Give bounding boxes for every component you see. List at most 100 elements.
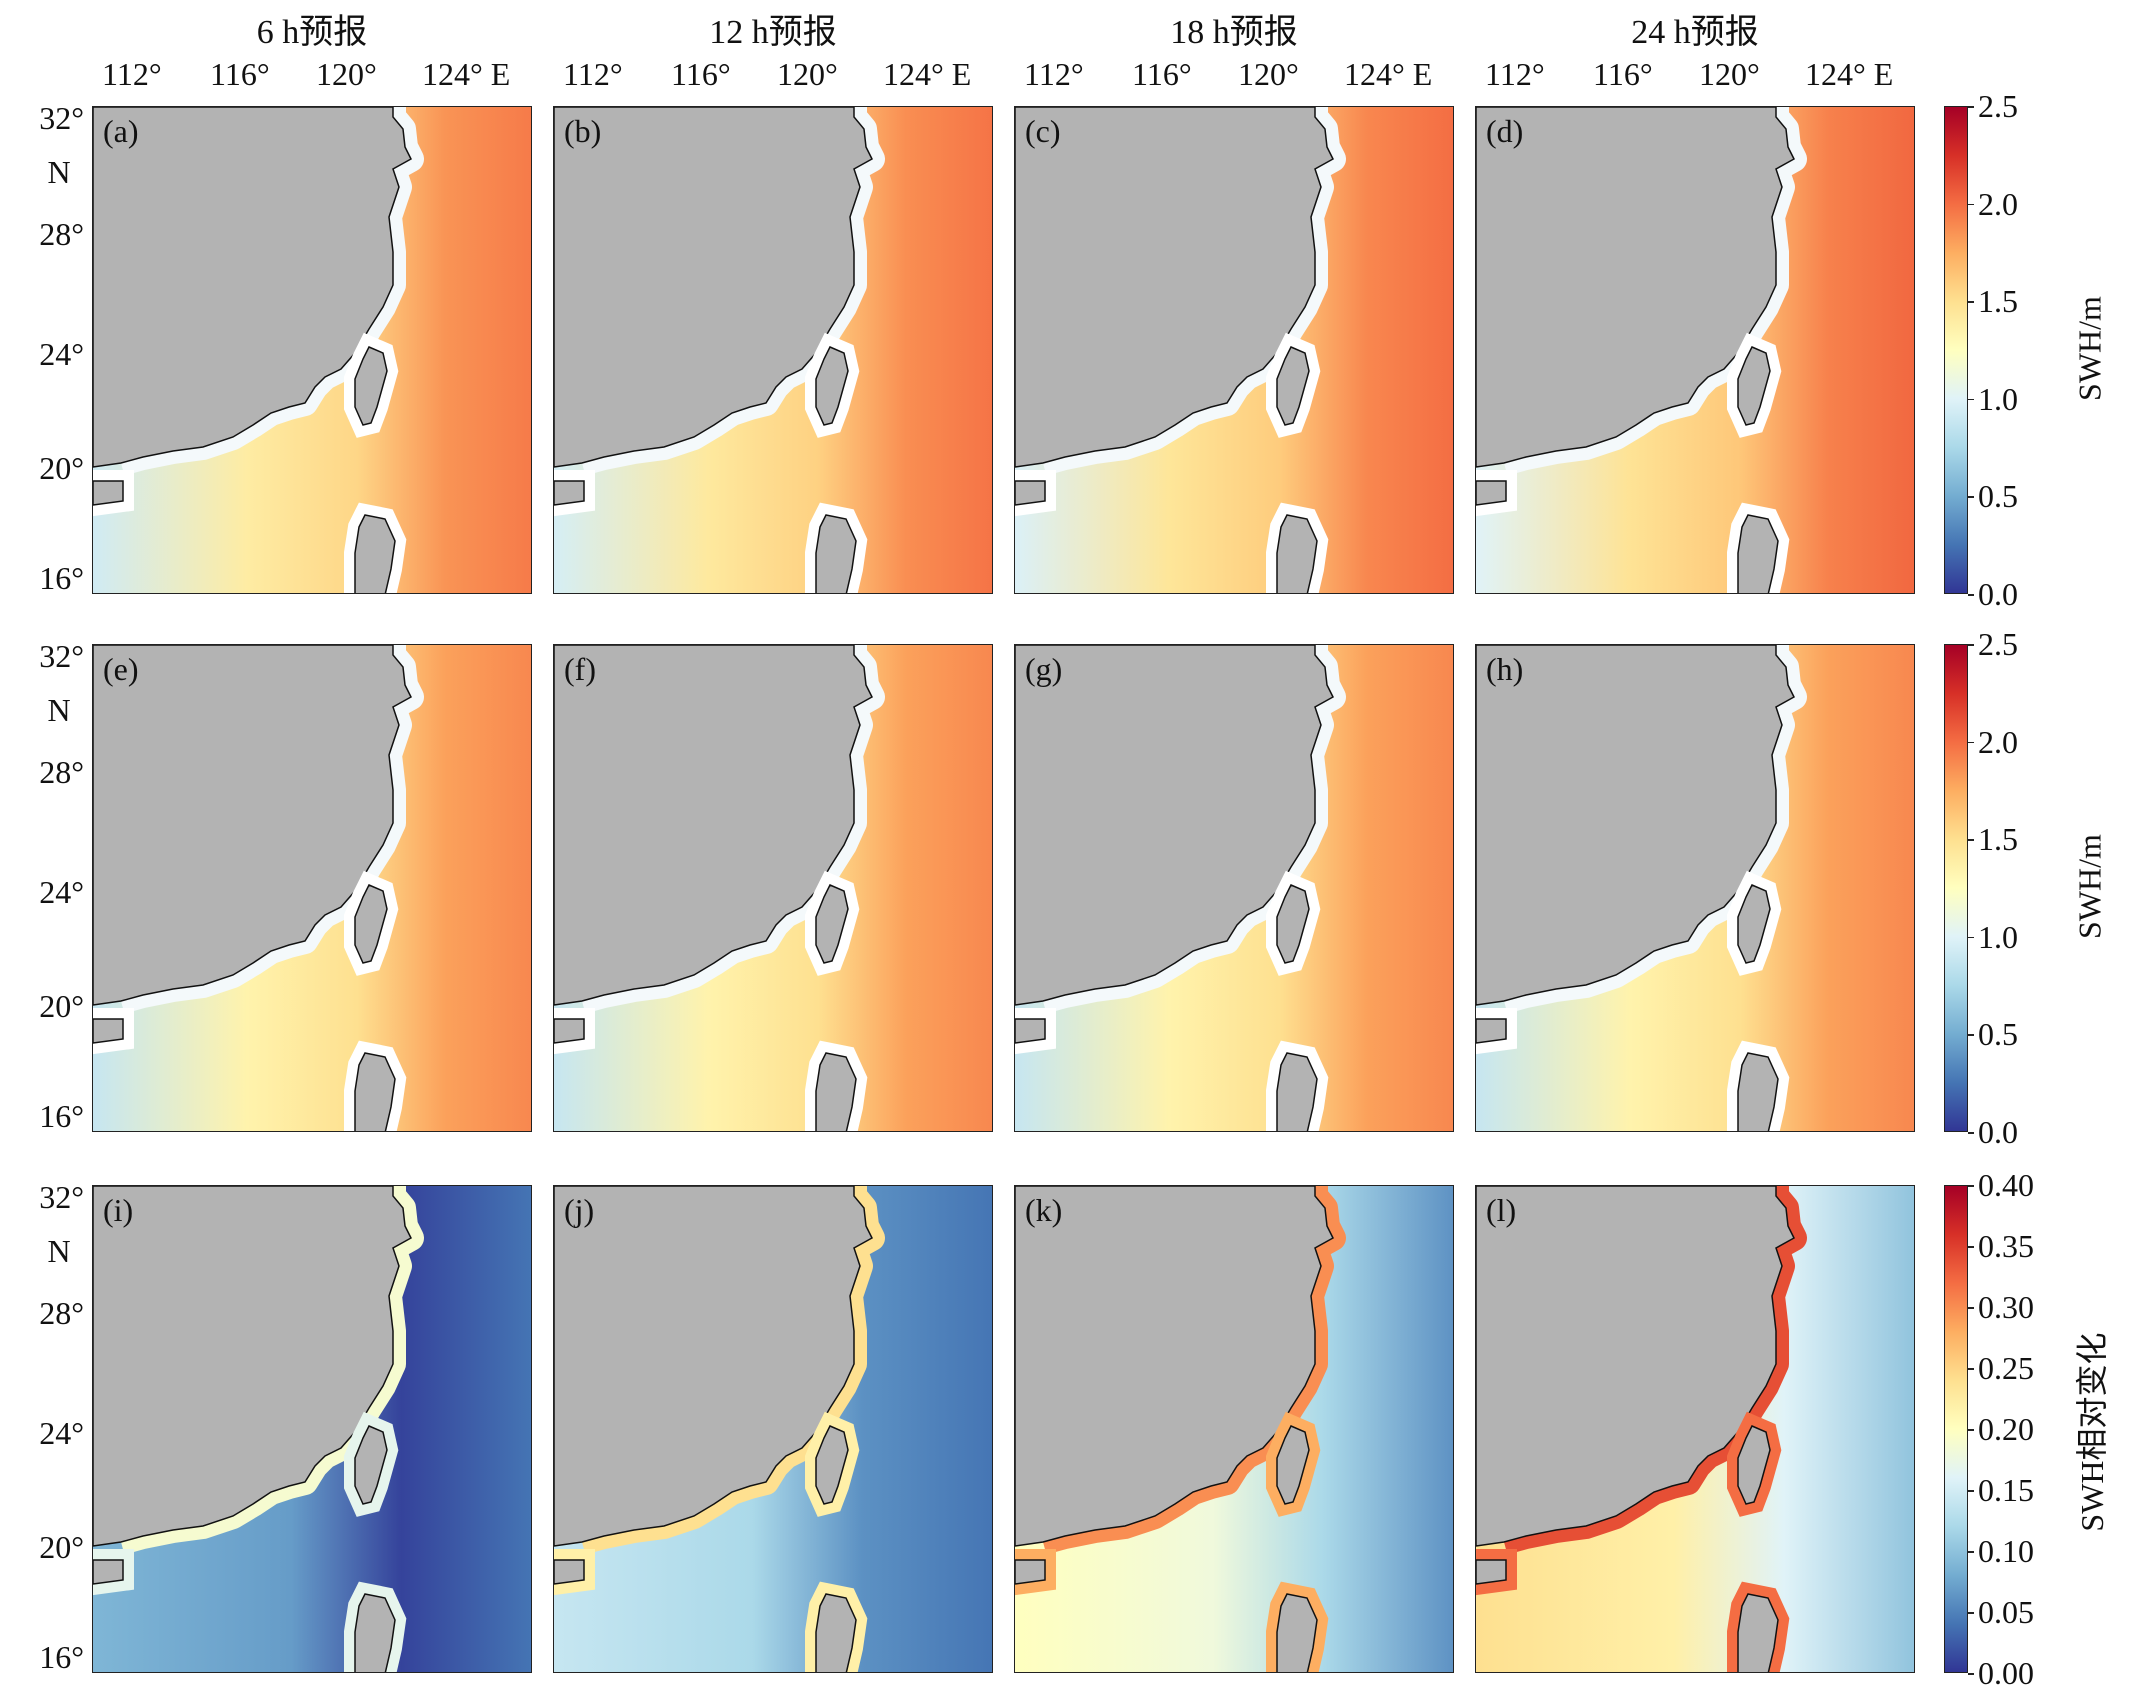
colorbar — [1944, 644, 1968, 1132]
map-panel: (e) — [92, 644, 532, 1132]
heatmap-field — [554, 645, 992, 1131]
land-taiwan — [354, 884, 388, 964]
panel-label: (g) — [1025, 651, 1063, 687]
x-tick-label: 124° E — [1805, 56, 1894, 92]
colorbar-tick-label: 0.25 — [1978, 1350, 2034, 1386]
panel-label: (f) — [564, 651, 596, 687]
land-hainan — [1476, 1559, 1507, 1585]
land-mainland — [93, 645, 412, 1006]
panel-label: (h) — [1486, 651, 1524, 687]
x-tick-label: 112° — [563, 56, 623, 92]
heatmap-field — [1476, 107, 1914, 593]
y-tick-label: 32° — [39, 638, 84, 674]
land-hainan — [1476, 1018, 1507, 1044]
colorbar — [1944, 106, 1968, 594]
colorbar-tick-label: 0.20 — [1978, 1411, 2034, 1447]
map-panel: (k) — [1014, 1185, 1454, 1673]
colorbar-tick-label: 2.0 — [1978, 723, 2018, 760]
land-taiwan — [815, 1425, 849, 1505]
colorbar-tick-label: 1.0 — [1978, 380, 2018, 417]
x-tick-label: 112° — [1485, 56, 1545, 92]
colorbar — [1944, 1185, 1968, 1673]
land-luzon — [354, 514, 396, 593]
colorbar-tick-mark — [1968, 1490, 1974, 1492]
x-tick-label: 124° E — [1344, 56, 1433, 92]
x-tick-label: 120° — [1699, 56, 1760, 92]
land-luzon — [1737, 1052, 1779, 1131]
colorbar-tick-mark — [1968, 1612, 1974, 1614]
land-taiwan — [354, 1425, 388, 1505]
land-mainland — [93, 1186, 412, 1547]
y-tick-label: 16° — [39, 1639, 84, 1675]
colorbar-tick-label: 0.5 — [1978, 1016, 2018, 1053]
colorbar-tick-mark — [1968, 839, 1974, 841]
land-hainan — [554, 1559, 585, 1585]
map-panel: (i) — [92, 1185, 532, 1673]
colorbar-tick-label: 1.0 — [1978, 918, 2018, 955]
colorbar-tick-mark — [1968, 741, 1974, 744]
y-axis-label: N — [47, 1233, 71, 1269]
panel-label: (a) — [103, 113, 139, 149]
x-tick-label: 116° — [1132, 56, 1192, 92]
heatmap-field — [93, 645, 531, 1131]
colorbar-tick-label: 2.0 — [1978, 185, 2018, 222]
land-mainland — [1476, 645, 1795, 1006]
map-panel: (l) — [1475, 1185, 1915, 1673]
colorbar-tick-mark — [1968, 1132, 1974, 1134]
heatmap-field — [1015, 1186, 1453, 1672]
land-hainan — [1015, 1559, 1046, 1585]
heatmap-field — [1476, 1186, 1914, 1672]
colorbar-tick-mark — [1968, 936, 1974, 939]
land-hainan — [554, 1018, 585, 1044]
land-hainan — [1476, 480, 1507, 506]
land-taiwan — [815, 884, 849, 964]
land-hainan — [554, 480, 585, 506]
colorbar-tick-mark — [1968, 594, 1974, 596]
map-panel: (b) — [553, 106, 993, 594]
map-panel: (d) — [1475, 106, 1915, 594]
x-tick-label: 120° — [316, 56, 377, 92]
map-panel: (j) — [553, 1185, 993, 1673]
heatmap-field — [93, 1186, 531, 1672]
colorbar-tick-label: 2.5 — [1978, 626, 2018, 662]
colorbar-tick-mark — [1968, 301, 1974, 303]
map-panel: (c) — [1014, 106, 1454, 594]
land-taiwan — [1737, 346, 1771, 426]
land-hainan — [1015, 480, 1046, 506]
y-tick-label: 16° — [39, 1098, 84, 1134]
colorbar-tick-mark — [1968, 644, 1974, 646]
heatmap-field — [1015, 107, 1453, 593]
y-axis-label: N — [47, 692, 71, 728]
y-tick-label: 32° — [39, 100, 84, 136]
land-hainan — [93, 1559, 124, 1585]
x-tick-label: 112° — [1024, 56, 1084, 92]
land-mainland — [1476, 1186, 1795, 1547]
y-tick-label: 20° — [39, 988, 84, 1024]
column-title: 12 h预报 — [709, 14, 837, 51]
land-taiwan — [1737, 884, 1771, 964]
land-taiwan — [1276, 346, 1310, 426]
land-luzon — [354, 1052, 396, 1131]
colorbar-tick-mark — [1968, 496, 1974, 498]
x-tick-label: 116° — [1593, 56, 1653, 92]
colorbar-tick-mark — [1968, 203, 1974, 206]
y-axis-label: N — [47, 154, 71, 190]
land-hainan — [93, 480, 124, 506]
map-panel: (g) — [1014, 644, 1454, 1132]
heatmap-field — [1476, 645, 1914, 1131]
land-hainan — [93, 1018, 124, 1044]
x-tick-label: 124° E — [883, 56, 972, 92]
y-tick-label: 28° — [39, 754, 84, 790]
panel-label: (i) — [103, 1192, 134, 1228]
x-tick-label: 112° — [102, 56, 162, 92]
land-taiwan — [354, 346, 388, 426]
land-luzon — [815, 1052, 857, 1131]
colorbar-label: SWH相对变化 — [2074, 1332, 2110, 1532]
column-title: 18 h预报 — [1170, 14, 1298, 51]
heatmap-field — [554, 107, 992, 593]
panel-label: (k) — [1025, 1192, 1063, 1228]
colorbar-tick-mark — [1968, 1307, 1974, 1309]
colorbar-tick-label: 0.0 — [1978, 576, 2018, 612]
x-tick-label: 120° — [1238, 56, 1299, 92]
colorbar-tick-label: 0.30 — [1978, 1289, 2034, 1325]
